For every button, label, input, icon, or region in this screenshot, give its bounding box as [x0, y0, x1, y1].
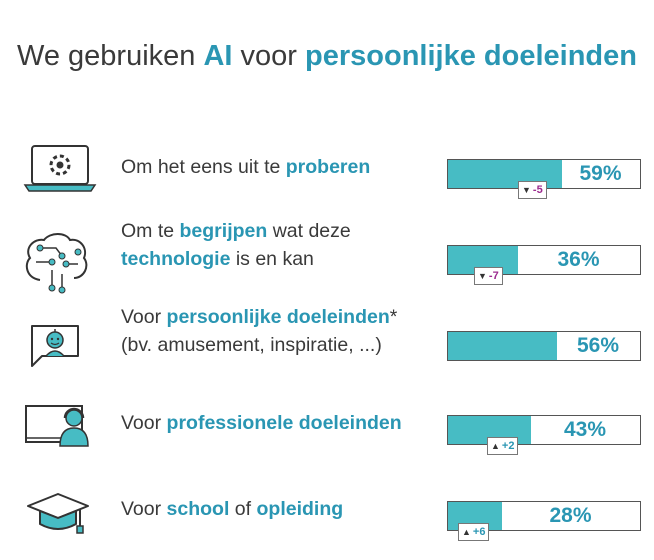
graduation-cap-icon [22, 484, 89, 544]
label-text: Om het eens uit te [121, 156, 286, 178]
tick-label: Voor professionele doeleinden [121, 409, 431, 437]
tick-label: Voor school of opleiding [121, 495, 431, 523]
triangle-up-icon: ▲ [462, 527, 471, 537]
bar-track: 28% ▲ +6 [447, 501, 641, 541]
data-label: 59% [579, 162, 622, 185]
chart-title: We gebruiken AI voor persoonlijke doelei… [0, 40, 654, 73]
tick-label-line: (bv. amusement, inspiratie, ...) [121, 331, 431, 359]
label-highlight: begrijpen [179, 220, 268, 242]
bar [448, 332, 557, 360]
label-highlight: technologie [121, 248, 231, 270]
label-highlight: persoonlijke doeleinden [166, 306, 390, 328]
label-text: of [229, 498, 257, 520]
change-badge: ▼ -7 [474, 267, 503, 285]
tick-label-line: Voor professionele doeleinden [121, 409, 431, 437]
data-label: 28% [549, 504, 592, 527]
change-badge: ▼ -5 [518, 181, 547, 199]
tick-label-line: Voor school of opleiding [121, 495, 431, 523]
bar-track: 59% ▼ -5 [447, 159, 641, 199]
tick-label: Om te begrijpen wat deze technologie is e… [121, 217, 431, 273]
label-text: Voor [121, 412, 167, 434]
data-label: 56% [576, 334, 620, 357]
brain-circuit-icon [22, 230, 88, 294]
title-text-highlight: persoonlijke doeleinden [305, 40, 637, 72]
label-text: Voor [121, 498, 167, 520]
triangle-up-icon: ▲ [491, 441, 500, 451]
monitor-headset-person-icon [22, 398, 89, 458]
label-highlight: school [166, 498, 230, 520]
tick-label-line: Voor persoonlijke doeleinden* [121, 303, 431, 331]
label-highlight: professionele doeleinden [166, 412, 402, 434]
change-badge: ▲ +2 [487, 437, 519, 455]
label-highlight: opleiding [256, 498, 344, 520]
chat-robot-icon [22, 314, 88, 374]
laptop-gear-icon [22, 142, 97, 202]
data-label: 43% [563, 418, 607, 441]
triangle-down-icon: ▼ [478, 271, 487, 281]
data-label: 36% [557, 248, 600, 271]
change-value: +2 [501, 440, 515, 452]
label-text: * [389, 306, 398, 328]
change-badge: ▲ +6 [458, 523, 490, 541]
tick-label: Voor persoonlijke doeleinden* (bv. amusem… [121, 303, 431, 359]
label-highlight: proberen [285, 156, 371, 178]
tick-label-line: technologie is en kan [121, 245, 431, 273]
bar-track: 43% ▲ +2 [447, 415, 641, 455]
label-text: Voor [121, 306, 167, 328]
title-text-ai: AI [203, 40, 233, 72]
change-value: +6 [472, 526, 486, 538]
change-value: -7 [488, 270, 499, 282]
label-text: Om te [121, 220, 180, 242]
label-text: wat deze [267, 220, 351, 242]
tick-label: Om het eens uit te proberen [121, 153, 431, 181]
title-text-1: We gebruiken [17, 40, 204, 72]
tick-label-line: Om te begrijpen wat deze [121, 217, 431, 245]
bar-track: 56% [447, 331, 641, 361]
bar-track: 36% ▼ -7 [447, 245, 641, 285]
label-text: is en kan [230, 248, 314, 270]
title-text-3: voor [232, 40, 306, 72]
change-value: -5 [532, 184, 543, 196]
label-text: (bv. amusement, inspiratie, ...) [121, 334, 382, 356]
tick-label-line: Om het eens uit te proberen [121, 153, 431, 181]
triangle-down-icon: ▼ [522, 185, 531, 195]
